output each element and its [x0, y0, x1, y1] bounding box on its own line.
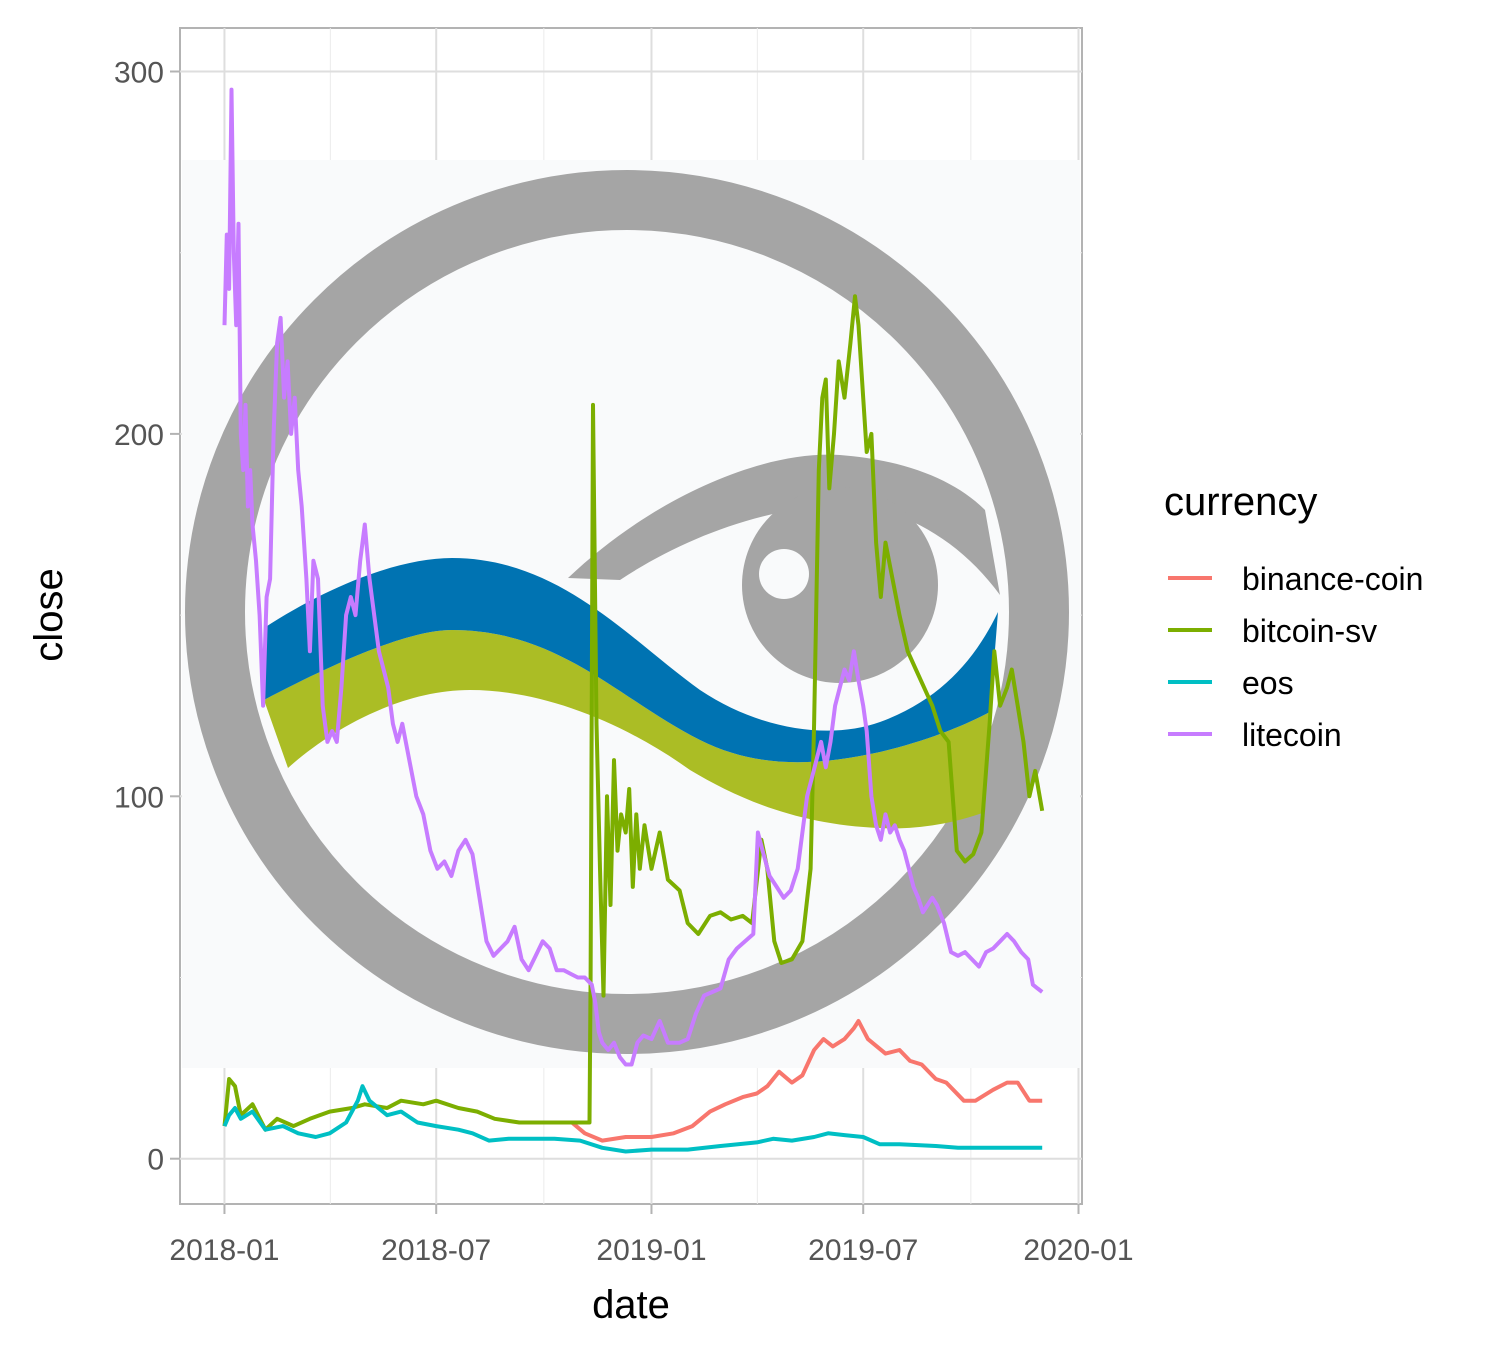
- logo-eye-upper-lid: [568, 454, 1000, 595]
- series-line-binance-coin: [570, 1019, 1043, 1143]
- series-line-bitcoin-sv: [222, 294, 1045, 1132]
- background-logo: [182, 160, 1080, 1068]
- y-tick-label: 200: [114, 419, 164, 452]
- legend-title: currency: [1164, 480, 1317, 524]
- logo-eye-pupil: [759, 549, 809, 599]
- series-line-eos: [222, 1084, 1043, 1154]
- logo-eye-iris: [742, 487, 938, 683]
- y-tick-label: 300: [114, 56, 164, 89]
- y-tick-label: 0: [147, 1144, 164, 1177]
- legend-label-litecoin: litecoin: [1242, 717, 1342, 753]
- x-tick-label: 2020-01: [1023, 1234, 1133, 1267]
- legend: currency binance-coin bitcoin-sv eos liteco…: [1164, 480, 1423, 753]
- legend-label-binance-coin: binance-coin: [1242, 561, 1423, 597]
- y-axis-title: close: [27, 568, 71, 661]
- series-line-litecoin: [222, 87, 1044, 1067]
- logo-blue-wave: [264, 558, 998, 763]
- x-tick-label: 2019-01: [596, 1234, 706, 1267]
- x-tick-label: 2018-01: [169, 1234, 279, 1267]
- series-layer: [222, 87, 1045, 1154]
- x-axis-title: date: [592, 1283, 670, 1327]
- logo-ring: [185, 170, 1069, 1054]
- y-tick-label: 100: [114, 781, 164, 814]
- x-tick-label: 2018-07: [381, 1234, 491, 1267]
- legend-label-eos: eos: [1242, 665, 1294, 701]
- legend-label-bitcoin-sv: bitcoin-sv: [1242, 613, 1377, 649]
- logo-green-wave: [264, 630, 990, 829]
- y-axis: 0 100 200 300: [114, 56, 180, 1177]
- x-axis: 2018-01 2018-07 2019-01 2019-07 2020-01: [169, 1204, 1134, 1267]
- x-tick-label: 2019-07: [808, 1234, 918, 1267]
